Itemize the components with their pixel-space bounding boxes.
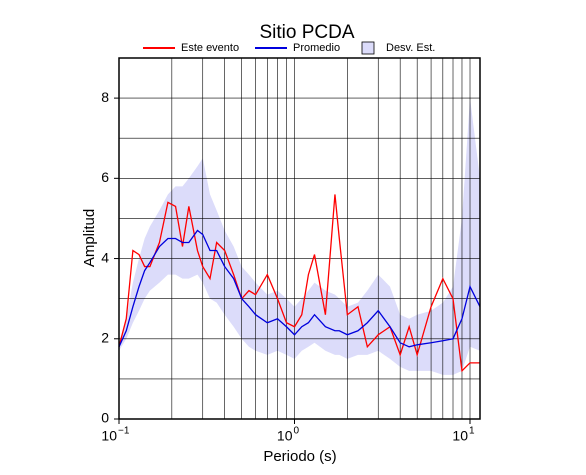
legend-label: Desv. Est. (386, 42, 435, 54)
legend-swatch (361, 41, 375, 55)
x-tick-label: 10 (277, 428, 293, 444)
x-tick-label: 10 (452, 428, 468, 444)
y-tick-label: 8 (101, 89, 109, 105)
x-tick-exponent: −1 (118, 426, 130, 437)
x-axis-label: Periodo (s) (263, 448, 336, 465)
y-tick-label: 6 (101, 169, 109, 185)
series-line (118, 194, 480, 373)
y-tick-label: 0 (101, 410, 109, 426)
y-tick-label: 2 (101, 329, 109, 345)
x-tick-exponent: 1 (469, 426, 475, 437)
x-tick-label: 10 (101, 428, 117, 444)
x-tick-exponent: 0 (294, 426, 300, 437)
y-axis-label: Amplitud (81, 209, 98, 267)
std-band (119, 98, 480, 375)
legend-label: Este evento (181, 42, 239, 54)
plot-frame (118, 57, 481, 420)
y-tick-label: 4 (101, 249, 109, 265)
series-line (118, 229, 481, 348)
legend-label: Promedio (293, 42, 340, 54)
chart-title: Sitio PCDA (259, 22, 354, 43)
